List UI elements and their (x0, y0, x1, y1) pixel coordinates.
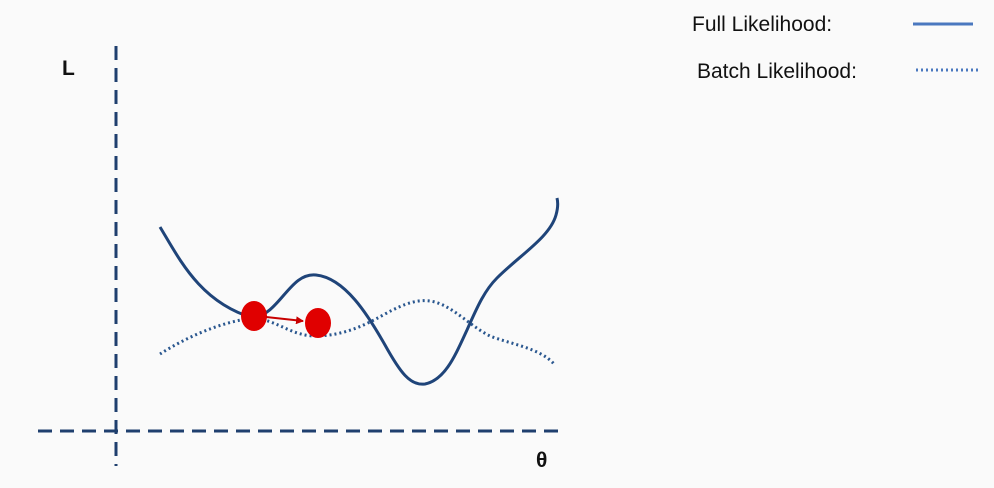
legend-full-label: Full Likelihood: (692, 13, 832, 36)
full-likelihood-curve (158, 197, 560, 386)
batch-likelihood-curve (159, 299, 556, 366)
end-point (305, 308, 331, 338)
start-point (241, 301, 267, 331)
step-arrow (265, 316, 304, 325)
legend-batch-label: Batch Likelihood: (697, 60, 857, 83)
legend: Full Likelihood: Batch Likelihood: (692, 13, 978, 83)
x-axis-label: θ (536, 449, 547, 472)
y-axis-label: L (62, 57, 75, 80)
